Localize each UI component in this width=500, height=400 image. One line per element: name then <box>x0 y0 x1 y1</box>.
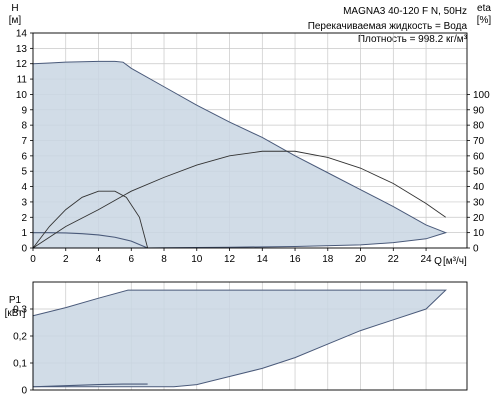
min-speed-curve <box>33 232 148 249</box>
x-tick-label: 6 <box>128 254 134 265</box>
x-tick-label: 24 <box>420 254 432 265</box>
y-tick-label: 8 <box>21 121 27 132</box>
y2-tick-label: 60 <box>473 151 485 162</box>
y2-tick-label: 50 <box>473 167 485 178</box>
density-note: Плотность = 998.2 кг/м³ <box>358 34 468 45</box>
x-tick-label: 16 <box>289 254 301 265</box>
x-tick-label: 4 <box>96 254 102 265</box>
x-tick-label: 12 <box>224 254 236 265</box>
eta-axis-unit: [%] <box>477 15 492 26</box>
x-tick-label: 20 <box>355 254 367 265</box>
head-efficiency-plot: 0 2 4 6 8 10 12 14 16 18 20 22 240123456789101112131… <box>16 29 490 266</box>
y-tick-label: 4 <box>21 182 27 193</box>
y2-tick-label: 20 <box>473 213 485 224</box>
y-tick-label: 11 <box>17 75 28 86</box>
y2-tick-label: 0 <box>473 244 479 255</box>
y2-tick-label: 30 <box>473 197 485 208</box>
y2-tick-label: 70 <box>473 136 485 147</box>
x-tick-label: 22 <box>388 254 400 265</box>
y-tick-label: 0,1 <box>13 359 27 370</box>
y-tick-label: 2 <box>21 213 27 224</box>
h-axis-label: H <box>11 3 18 14</box>
y-tick-label: 0 <box>21 386 27 397</box>
y-tick-label: 3 <box>21 197 27 208</box>
y2-tick-label: 40 <box>473 182 485 193</box>
efficiency-curve <box>32 150 446 249</box>
y-tick-label: 13 <box>16 44 28 55</box>
y2-tick-label: 90 <box>473 105 485 116</box>
q-axis-unit: [м³/ч] <box>443 256 467 267</box>
y2-tick-label: 10 <box>473 228 485 239</box>
power-range-area <box>32 289 447 388</box>
y-tick-label: 0 <box>21 244 27 255</box>
y-tick-label: 9 <box>21 105 27 116</box>
x-tick-label: 10 <box>191 254 203 265</box>
p1-axis-unit: [кВт] <box>5 308 26 319</box>
y2-tick-label: 100 <box>473 90 490 101</box>
y-tick-label: 12 <box>16 59 28 70</box>
x-tick-label: 2 <box>63 254 69 265</box>
x-tick-label: 8 <box>161 254 167 265</box>
min-power-curve <box>32 383 148 388</box>
h-axis-unit: [м] <box>9 15 22 26</box>
q-axis-label: Q <box>434 256 442 267</box>
y-tick-label: 1 <box>21 228 27 239</box>
eta-axis-label: eta <box>477 3 491 14</box>
y-tick-label: 14 <box>16 29 28 40</box>
y-tick-label: 6 <box>21 151 27 162</box>
y-tick-label: 0,2 <box>13 332 27 343</box>
x-tick-label: 18 <box>322 254 334 265</box>
efficiency-curve <box>32 190 149 249</box>
y-tick-label: 0,3 <box>13 305 27 316</box>
fluid-note: Перекачиваемая жидкость = Вода <box>308 21 468 32</box>
model-label: MAGNA3 40-120 F N, 50Hz <box>343 6 467 17</box>
y-tick-label: 7 <box>21 136 27 147</box>
y2-tick-label: 80 <box>473 121 485 132</box>
x-tick-label: 14 <box>257 254 269 265</box>
p1-axis-label: P1 <box>9 295 22 306</box>
y-tick-label: 10 <box>16 90 28 101</box>
y-tick-label: 5 <box>21 167 27 178</box>
power-plot: 0 0,1 0,2 0,3 <box>13 281 468 397</box>
x-tick-label: 0 <box>30 254 36 265</box>
